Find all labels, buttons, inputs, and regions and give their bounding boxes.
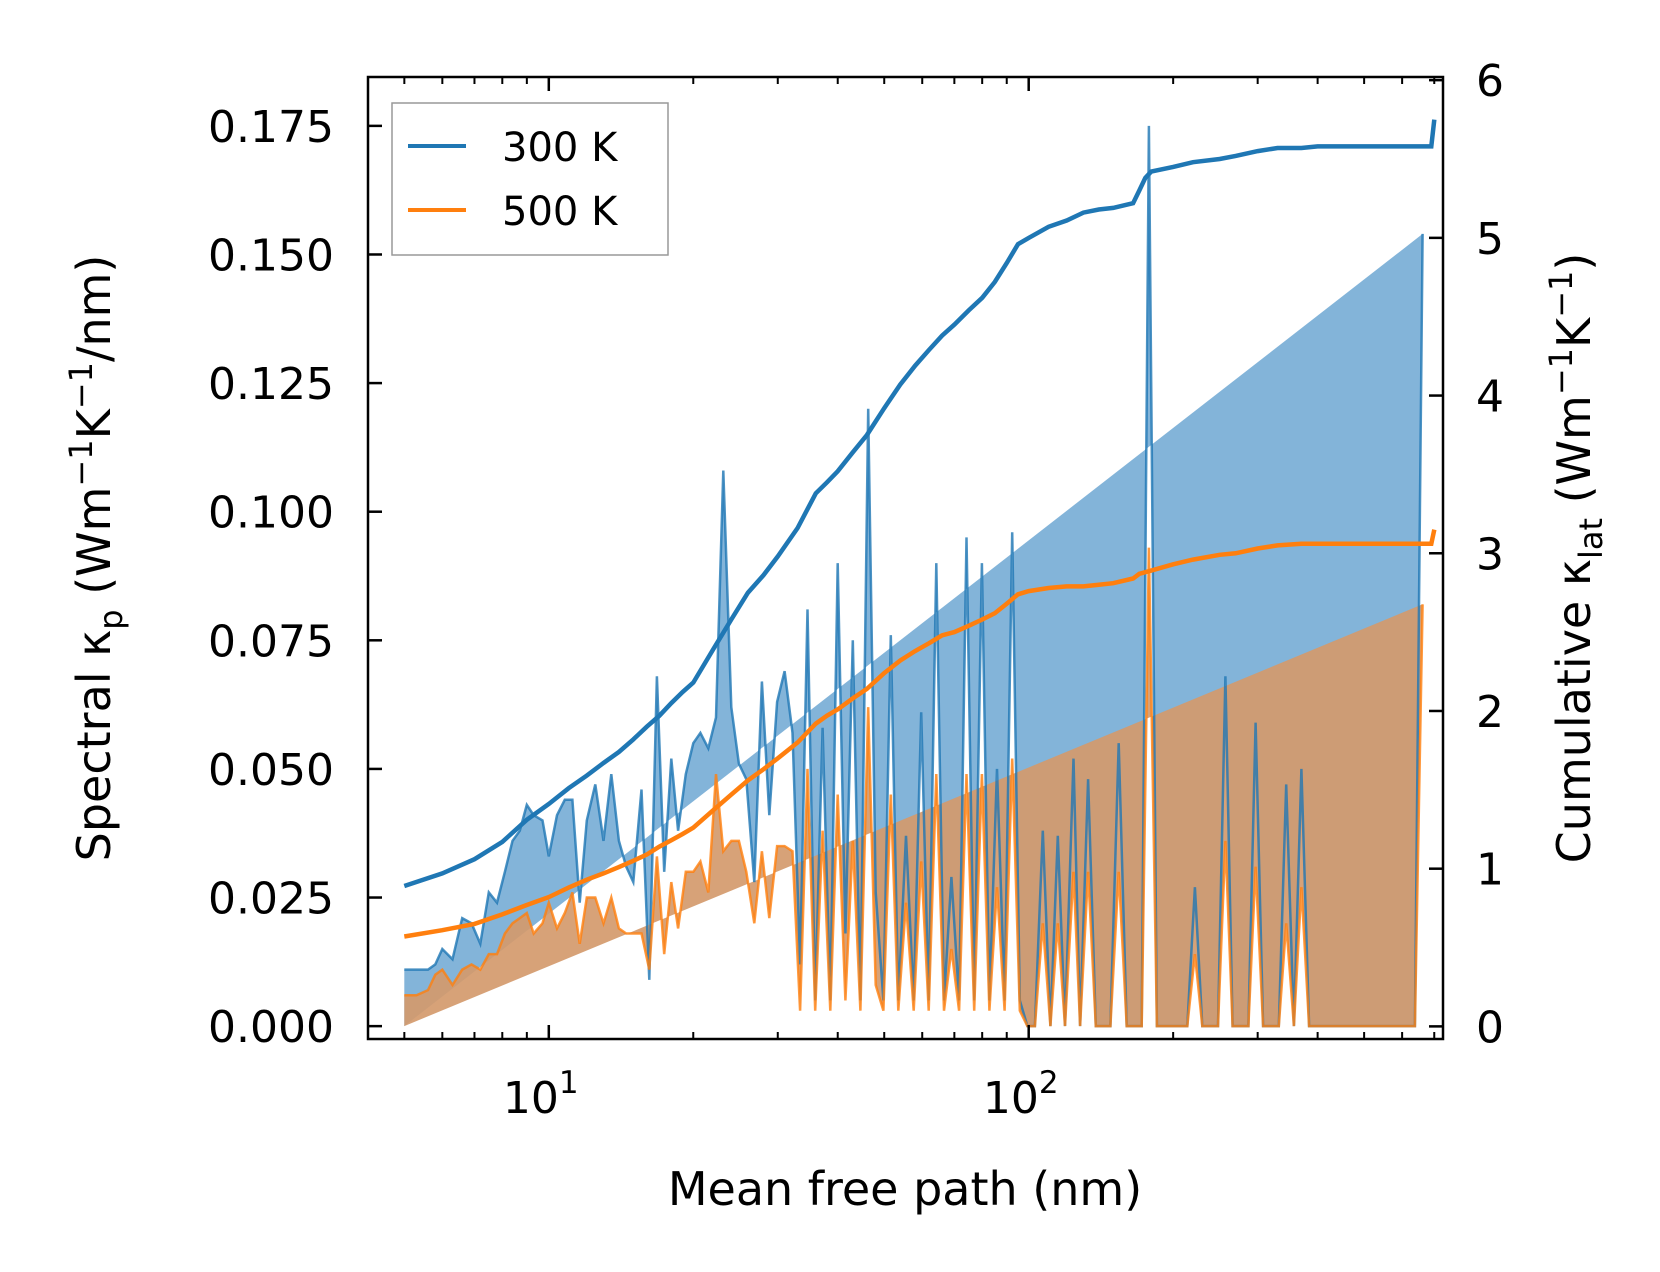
y-left-label-units-a: (Wm [67,487,121,610]
spectral-300k-line [404,125,1424,1028]
y-right-tick-label: 6 [1476,56,1504,107]
y-left-tick-labels: 0.000 0.025 0.050 0.075 0.100 0.125 0.150 0.175 [208,102,334,1053]
y-left-label-pre: Spectral κ [67,630,121,862]
legend-box [391,102,669,256]
y-right-tick-label: 2 [1476,687,1504,738]
legend-300k-label: 300 K [502,125,619,171]
y-left-label-sup1: −1 [62,439,100,486]
x-tick-base: 10 [503,1073,559,1124]
y-right-tick-label: 0 [1476,1002,1504,1053]
spectral-500k-line [404,547,1424,1028]
y-left-tick-label: 0.050 [208,745,334,796]
cumulative-300k-line [403,119,1437,889]
spectral-500k-area [404,547,1423,1027]
y-left-label-units-c: /nm) [67,255,121,362]
y-left-tick-label: 0.175 [208,102,334,153]
y-right-label-units-b: K [1547,316,1601,348]
y-left-tick-label: 0.000 [208,1002,334,1053]
plot-area [403,119,1437,1028]
y-left-tick-label: 0.075 [208,616,334,667]
plot-frame [366,75,1445,1041]
y-left-tick-label: 0.125 [208,359,334,410]
y-right-label-pre: Cumulative κ [1547,559,1601,863]
x-tick-label: 101 [503,1065,579,1124]
x-tick-exponent: 1 [559,1065,579,1101]
x-tick-labels: 101 102 [503,1065,1059,1124]
y-right-label-sup2: −1 [1542,271,1580,318]
y-right-tick-labels: 0 1 2 3 4 5 6 [1476,56,1504,1053]
y-left-label-sub: p [92,609,130,629]
x-tick-label: 102 [983,1065,1059,1124]
x-tick-exponent: 2 [1039,1065,1059,1101]
y-right-label-sub: lat [1572,518,1610,559]
y-right-tick-label: 4 [1476,372,1504,423]
y-right-tick-label: 1 [1476,845,1504,896]
x-axis-label: Mean free path (nm) [668,1162,1142,1216]
legend-500k-label: 500 K [502,189,619,235]
y-right-label-sup1: −1 [1542,348,1580,395]
y-left-label-units-b: K [67,407,121,439]
y-left-tick-label: 0.100 [208,488,334,539]
y-left-axis-label: Spectral κp (Wm−1K−1/nm) [62,255,130,862]
y-right-tick-label: 5 [1476,214,1504,265]
y-left-label-sup2: −1 [62,362,100,409]
cumulative-500k-line [403,529,1437,939]
y-right-label-units-a: (Wm [1547,395,1601,518]
legend: 300 K 500 K [391,102,669,256]
x-tick-base: 10 [983,1073,1039,1124]
y-right-label-units-c: ) [1547,253,1601,271]
y-left-tick-label: 0.025 [208,874,334,925]
y-right-tick-label: 3 [1476,529,1504,580]
y-right-axis-label: Cumulative κlat (Wm−1K−1) [1542,253,1610,864]
y-left-tick-label: 0.150 [208,230,334,281]
